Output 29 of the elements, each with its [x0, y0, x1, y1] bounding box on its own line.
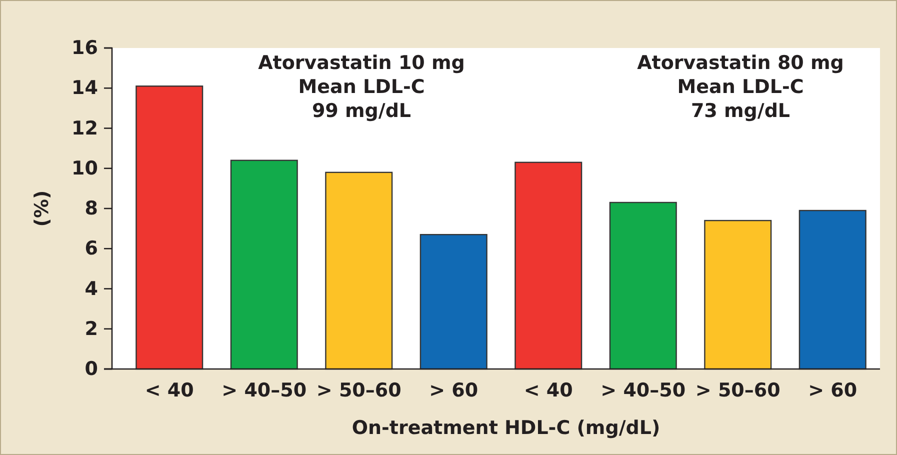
annotation: Atorvastatin 10 mg Mean LDL-C 99 mg/dL	[258, 52, 465, 122]
y-tick-label: 4	[84, 278, 98, 300]
annotation: Atorvastatin 80 mg Mean LDL-C 73 mg/dL	[637, 52, 844, 122]
bar	[230, 160, 298, 370]
y-tick-label: 14	[72, 77, 98, 100]
x-tick-label: > 40–50	[222, 379, 307, 402]
bar	[609, 202, 677, 370]
bar	[798, 210, 866, 370]
x-tick-label: > 40–50	[600, 379, 686, 402]
y-tick-label: 8	[84, 198, 98, 220]
y-tick-label: 12	[72, 117, 98, 140]
x-tick-label: > 60	[429, 379, 478, 402]
x-tick-label: > 50–60	[695, 379, 780, 402]
bar	[325, 172, 393, 370]
y-tick-label: 6	[84, 238, 98, 260]
x-tick-label: < 40	[524, 379, 573, 402]
y-tick-label: 0	[84, 358, 98, 380]
bar	[136, 86, 204, 370]
x-axis-title: On-treatment HDL-C (mg/dL)	[352, 417, 660, 439]
y-axis-title: (%)	[31, 190, 53, 227]
x-tick-label: < 40	[144, 379, 194, 402]
y-tick-label: 10	[72, 157, 98, 180]
bar	[420, 234, 488, 370]
x-tick-label: > 50–60	[316, 379, 402, 402]
bar	[704, 220, 772, 370]
y-tick-label: 2	[84, 318, 98, 340]
y-tick-label: 16	[72, 37, 98, 60]
bar	[514, 162, 582, 370]
x-tick-label: > 60	[808, 379, 858, 402]
